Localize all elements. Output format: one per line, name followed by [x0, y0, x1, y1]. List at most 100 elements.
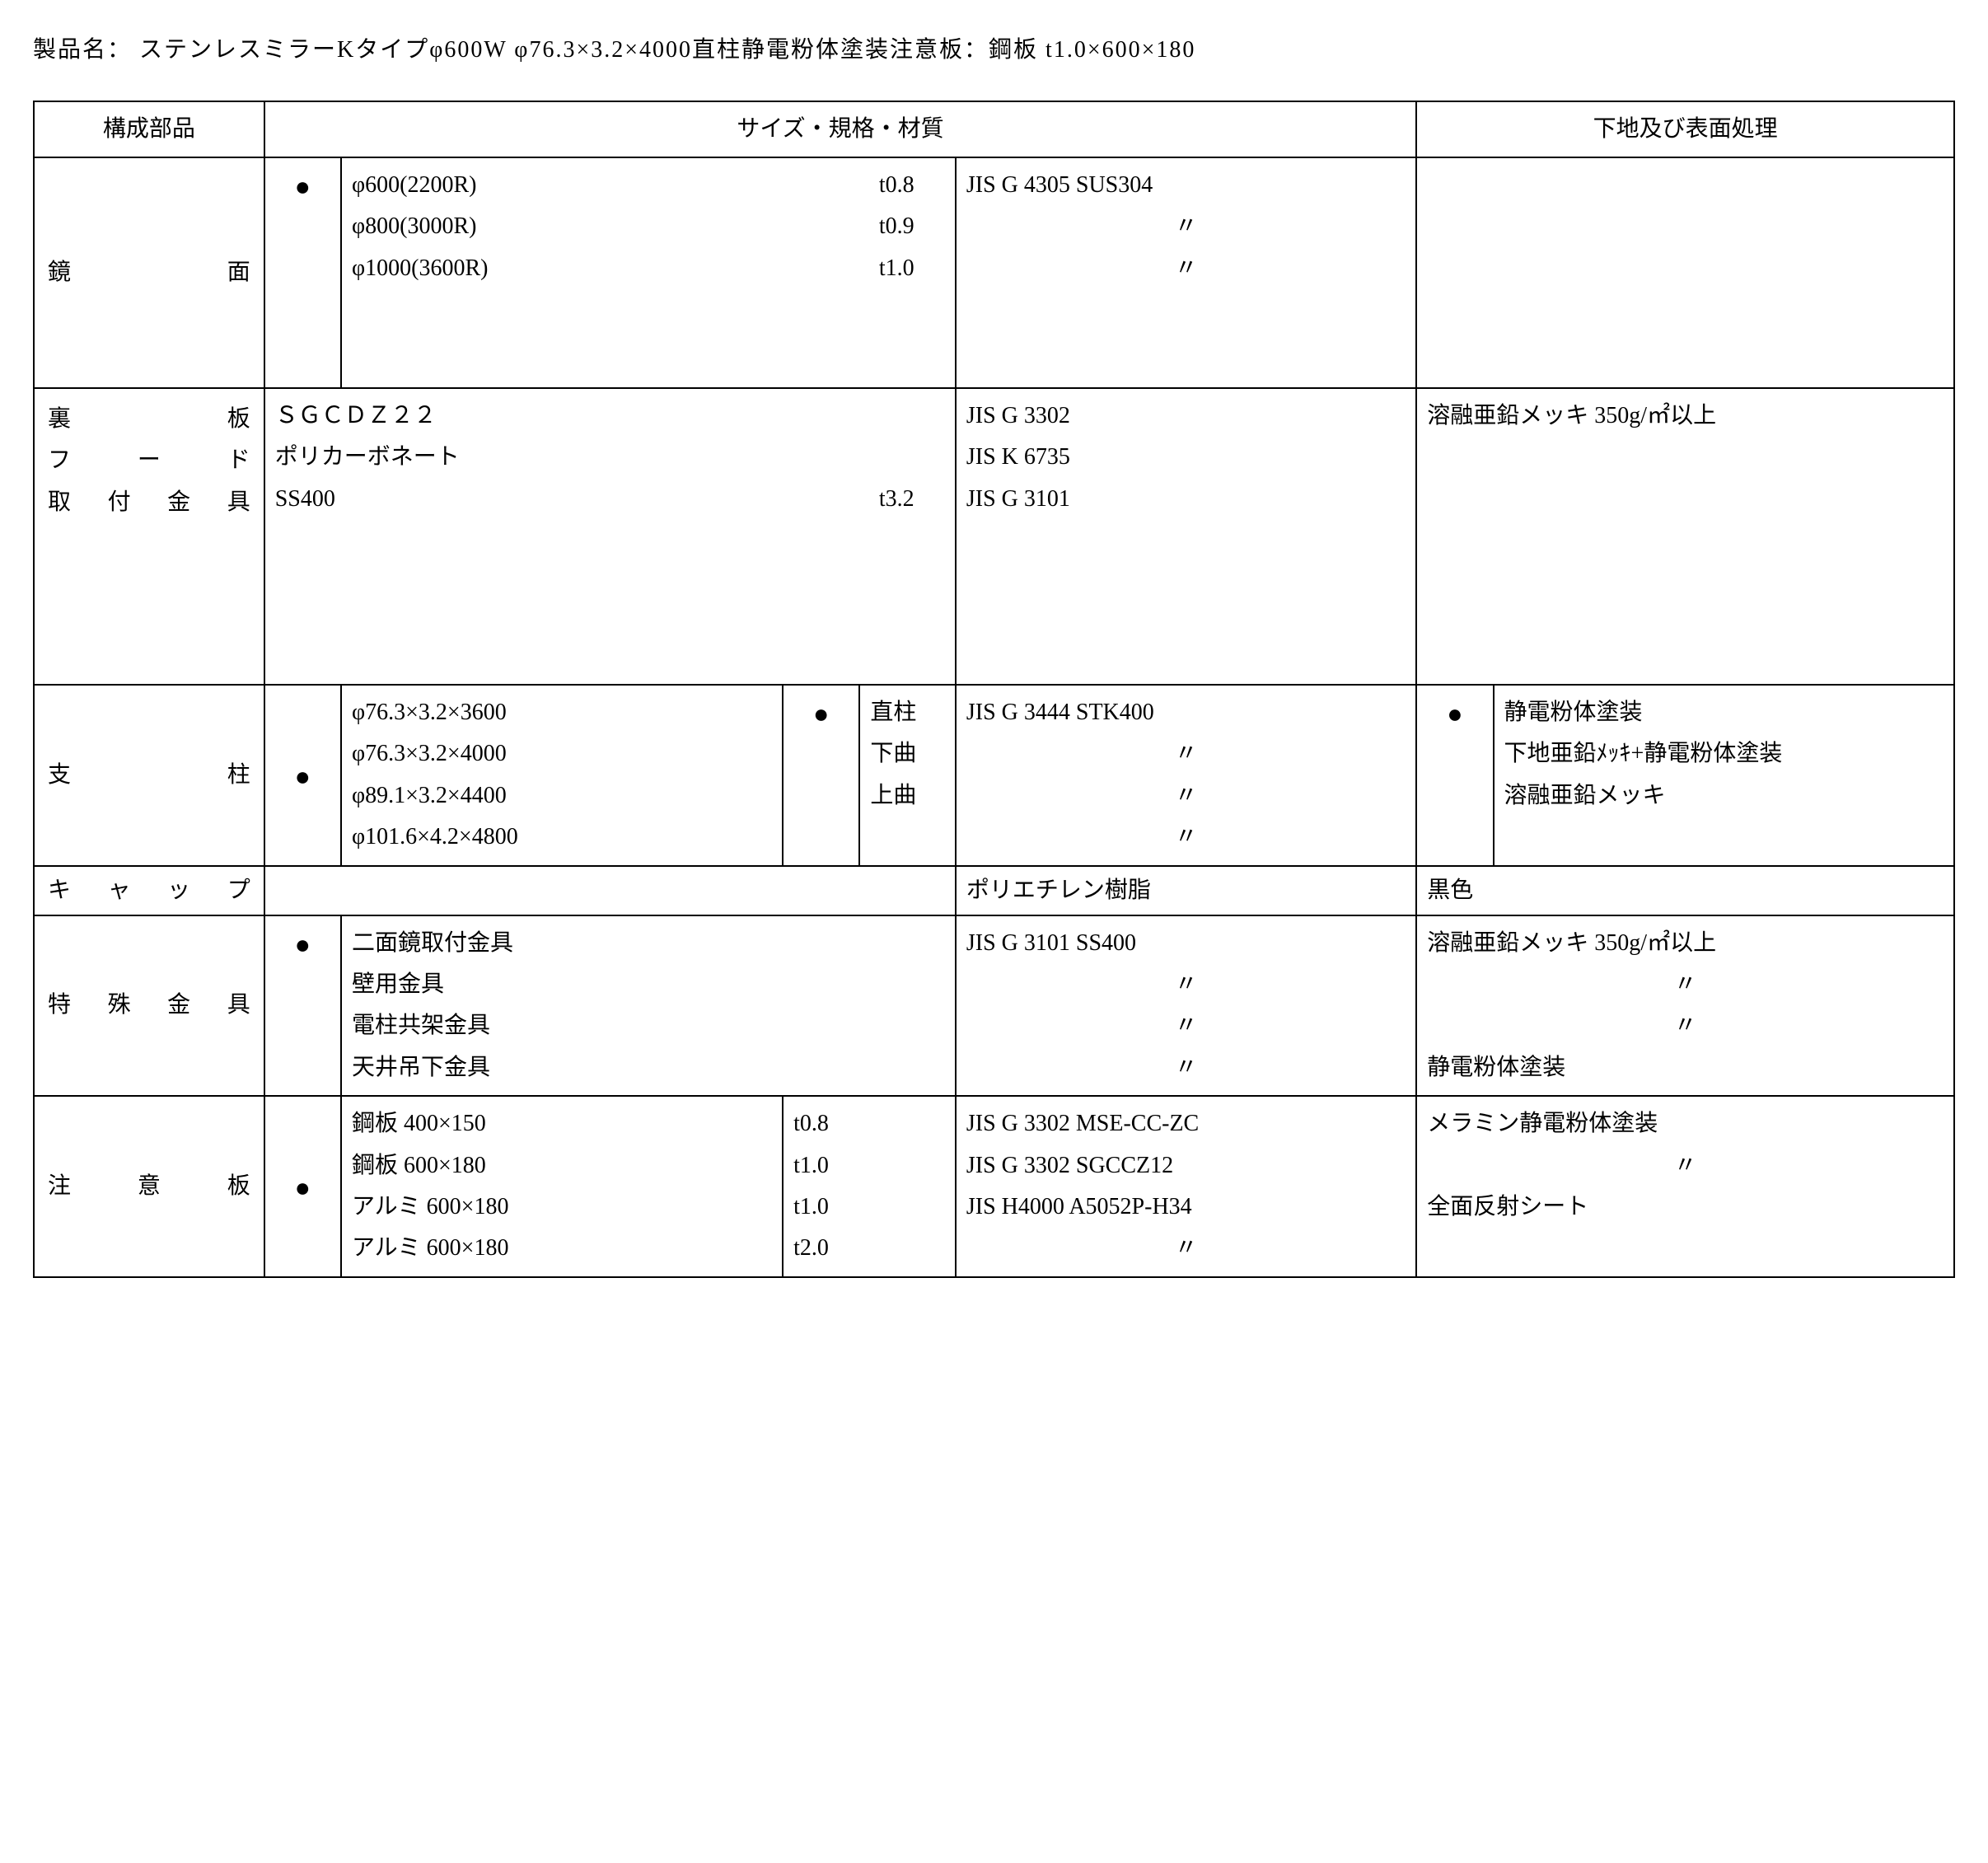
caution-mat-2: JIS H4000 A5052P-H34	[966, 1187, 1406, 1228]
header-component: 構成部品	[34, 101, 264, 157]
caution-mat-1: JIS G 3302 SGCCZ12	[966, 1145, 1406, 1187]
product-title: 製品名： ステンレスミラーKタイプφ600W φ76.3×3.2×4000直柱静…	[33, 33, 1955, 68]
post-bullet: ●	[264, 685, 341, 866]
special-mat-1: 〃	[966, 964, 1406, 1005]
post-treat-1: 下地亜鉛ﾒｯｷ+静電粉体塗装	[1504, 733, 1944, 775]
cap-material: ポリエチレン樹脂	[956, 866, 1416, 915]
backplate-label-2: 取付金具	[48, 482, 250, 523]
special-mat-3: 〃	[966, 1047, 1406, 1088]
caution-t-1: t1.0	[793, 1145, 945, 1187]
backplate-labels: 裏 板 フ ー ド 取付金具	[34, 388, 264, 685]
caution-treat-2: 全面反射シート	[1427, 1187, 1944, 1228]
mirror-t-0: t0.8	[879, 165, 945, 206]
caution-t-0: t0.8	[793, 1103, 945, 1144]
cap-treatment: 黒色	[1416, 866, 1954, 915]
caution-t: t0.8 t1.0 t1.0 t2.0	[783, 1096, 956, 1277]
post-size-3: φ101.6×4.2×4800	[352, 817, 772, 858]
post-type-0: 直柱	[870, 692, 945, 733]
caution-size-3: アルミ 600×180	[352, 1228, 772, 1269]
caution-materials: JIS G 3302 MSE-CC-ZC JIS G 3302 SGCCZ12 …	[956, 1096, 1416, 1277]
mirror-row: 鏡 面 ● φ600(2200R)t0.8 φ800(3000R)t0.9 φ1…	[34, 157, 1954, 388]
mirror-sizes: φ600(2200R)t0.8 φ800(3000R)t0.9 φ1000(36…	[341, 157, 956, 388]
cap-size	[264, 866, 956, 915]
special-materials: JIS G 3101 SS400 〃 〃 〃	[956, 915, 1416, 1097]
special-treat-2: 〃	[1427, 1005, 1944, 1046]
special-treat-3: 静電粉体塗装	[1427, 1047, 1944, 1088]
backplate-mat-0: JIS G 3302	[966, 396, 1406, 437]
post-treat-2: 溶融亜鉛メッキ	[1504, 775, 1944, 817]
post-mat-3: 〃	[966, 817, 1406, 858]
post-types: 直柱 下曲 上曲	[859, 685, 956, 866]
mirror-t-1: t0.9	[879, 206, 945, 247]
post-mat-2: 〃	[966, 775, 1406, 817]
mirror-mat-2: 〃	[966, 248, 1406, 289]
post-materials: JIS G 3444 STK400 〃 〃 〃	[956, 685, 1416, 866]
backplate-treat-2: 溶融亜鉛メッキ 350g/㎡以上	[1427, 396, 1944, 437]
caution-row: 注意板 ● 鋼板 400×150 鋼板 600×180 アルミ 600×180 …	[34, 1096, 1954, 1277]
caution-size-2: アルミ 600×180	[352, 1187, 772, 1228]
mirror-size-2: φ1000(3600R)	[352, 248, 879, 289]
post-treat-bullet: ●	[1416, 685, 1493, 866]
special-size-2: 電柱共架金具	[352, 1005, 945, 1046]
post-sizes: φ76.3×3.2×3600 φ76.3×3.2×4000 φ89.1×3.2×…	[341, 685, 783, 866]
backplate-materials: JIS G 3302 JIS K 6735 JIS G 3101	[956, 388, 1416, 685]
post-mat-0: JIS G 3444 STK400	[966, 692, 1406, 733]
backplate-treatments: 溶融亜鉛メッキ 350g/㎡以上	[1416, 388, 1954, 685]
backplate-size-0: ＳＧＣＤＺ２２	[275, 396, 879, 437]
backplate-label-0: 裏 板	[48, 399, 250, 440]
cap-row: キャップ ポリエチレン樹脂 黒色	[34, 866, 1954, 915]
caution-label: 注意板	[34, 1096, 264, 1277]
special-mat-0: JIS G 3101 SS400	[966, 923, 1406, 964]
post-type-bullet: ●	[783, 685, 859, 866]
backplate-size-1: ポリカーボネート	[275, 437, 879, 478]
backplate-size-2: SS400	[275, 479, 879, 520]
caution-treatments: メラミン静電粉体塗装 〃 全面反射シート	[1416, 1096, 1954, 1277]
cap-label: キャップ	[34, 866, 264, 915]
special-size-1: 壁用金具	[352, 964, 945, 1005]
caution-size-0: 鋼板 400×150	[352, 1103, 772, 1144]
post-treatments: 静電粉体塗装 下地亜鉛ﾒｯｷ+静電粉体塗装 溶融亜鉛メッキ	[1494, 685, 1954, 866]
special-size-3: 天井吊下金具	[352, 1047, 945, 1088]
caution-mat-3: 〃	[966, 1228, 1406, 1269]
special-treatments: 溶融亜鉛メッキ 350g/㎡以上 〃 〃 静電粉体塗装	[1416, 915, 1954, 1097]
special-row: 特殊金具 ● 二面鏡取付金具 壁用金具 電柱共架金具 天井吊下金具 JIS G …	[34, 915, 1954, 1097]
post-size-0: φ76.3×3.2×3600	[352, 692, 772, 733]
post-type-2: 上曲	[870, 775, 945, 817]
caution-mat-0: JIS G 3302 MSE-CC-ZC	[966, 1103, 1406, 1144]
caution-bullet: ●	[264, 1096, 341, 1277]
caution-t-3: t2.0	[793, 1228, 945, 1269]
mirror-mat-0: JIS G 4305 SUS304	[966, 165, 1406, 206]
post-treat-0: 静電粉体塗装	[1504, 692, 1944, 733]
post-size-2: φ89.1×3.2×4400	[352, 775, 772, 817]
backplate-mat-2: JIS G 3101	[966, 479, 1406, 520]
special-bullet: ●	[264, 915, 341, 1097]
backplate-row: 裏 板 フ ー ド 取付金具 ＳＧＣＤＺ２２ ポリカーボネート SS400t3.…	[34, 388, 1954, 685]
post-mat-1: 〃	[966, 733, 1406, 775]
special-mat-2: 〃	[966, 1005, 1406, 1046]
post-size-1: φ76.3×3.2×4000	[352, 733, 772, 775]
caution-size-1: 鋼板 600×180	[352, 1145, 772, 1187]
mirror-size-1: φ800(3000R)	[352, 206, 879, 247]
mirror-mat-1: 〃	[966, 206, 1406, 247]
spec-table: 構成部品 サイズ・規格・材質 下地及び表面処理 鏡 面 ● φ600(2200R…	[33, 101, 1955, 1278]
post-row: 支 柱 ● φ76.3×3.2×3600 φ76.3×3.2×4000 φ89.…	[34, 685, 1954, 866]
header-row: 構成部品 サイズ・規格・材質 下地及び表面処理	[34, 101, 1954, 157]
special-treat-0: 溶融亜鉛メッキ 350g/㎡以上	[1427, 923, 1944, 964]
post-label: 支 柱	[34, 685, 264, 866]
caution-treat-0: メラミン静電粉体塗装	[1427, 1103, 1944, 1144]
special-size-0: 二面鏡取付金具	[352, 923, 945, 964]
caution-sizes: 鋼板 400×150 鋼板 600×180 アルミ 600×180 アルミ 60…	[341, 1096, 783, 1277]
mirror-label: 鏡 面	[34, 157, 264, 388]
header-treatment: 下地及び表面処理	[1416, 101, 1954, 157]
backplate-t-2: t3.2	[879, 479, 945, 520]
caution-t-2: t1.0	[793, 1187, 945, 1228]
special-sizes: 二面鏡取付金具 壁用金具 電柱共架金具 天井吊下金具	[341, 915, 956, 1097]
mirror-treatment	[1416, 157, 1954, 388]
backplate-sizes: ＳＧＣＤＺ２２ ポリカーボネート SS400t3.2	[264, 388, 956, 685]
backplate-mat-1: JIS K 6735	[966, 437, 1406, 478]
mirror-materials: JIS G 4305 SUS304 〃 〃	[956, 157, 1416, 388]
post-type-1: 下曲	[870, 733, 945, 775]
mirror-t-2: t1.0	[879, 248, 945, 289]
mirror-size-0: φ600(2200R)	[352, 165, 879, 206]
caution-treat-1: 〃	[1427, 1145, 1944, 1187]
